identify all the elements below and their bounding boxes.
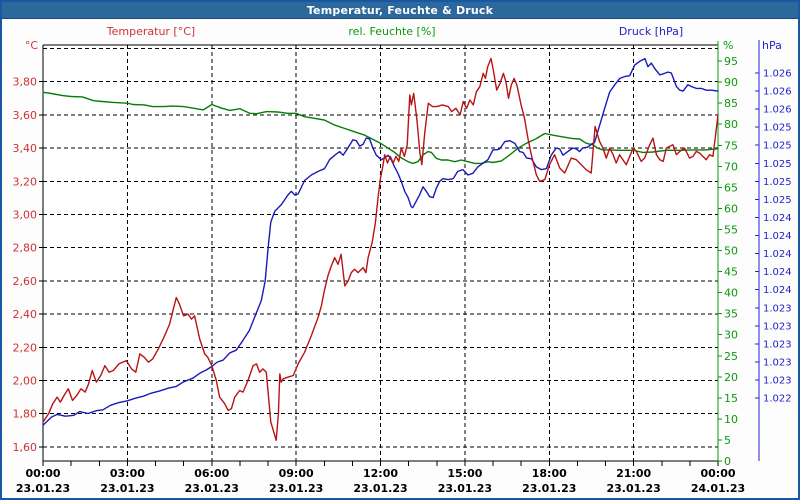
temperature-tick-label: 3,80: [13, 76, 38, 89]
window-title-bar[interactable]: Temperatur, Feuchte & Druck: [2, 2, 798, 19]
pressure-tick-label: 1.024: [763, 249, 792, 260]
humidity-axis-unit-label: %: [723, 39, 734, 52]
humidity-tick-label: 50: [724, 245, 738, 258]
humidity-tick-label: 65: [724, 181, 738, 194]
pressure-axis-unit-label: hPa: [762, 39, 782, 52]
temperature-tick-label: 2,20: [13, 341, 38, 354]
temperature-tick-label: 3,20: [13, 175, 38, 188]
humidity-tick-label: 95: [724, 55, 738, 68]
pressure-series-line: [42, 57, 719, 426]
temperature-tick-label: 3,40: [13, 142, 38, 155]
humidity-tick-label: 55: [724, 223, 738, 236]
pressure-tick-label: 1.023: [763, 339, 792, 350]
legend-humidity-label: rel. Feuchte [%]: [348, 24, 436, 38]
humidity-tick-label: 45: [724, 266, 738, 279]
pressure-tick-label: 1.025: [763, 177, 792, 188]
pressure-tick-label: 1.026: [763, 69, 792, 80]
x-tick-time-label: 18:00: [532, 467, 567, 480]
temperature-tick-label: 2,40: [13, 308, 38, 321]
temperature-tick-label: 1,60: [13, 441, 38, 454]
humidity-tick-label: 25: [724, 350, 738, 363]
x-tick-date-label: 23.01.23: [269, 482, 323, 495]
pressure-tick-label: 1.023: [763, 357, 792, 368]
temperature-tick-label: 2,80: [13, 242, 38, 255]
pressure-tick-label: 1.023: [763, 303, 792, 314]
humidity-series-line: [42, 91, 719, 165]
humidity-tick-label: 10: [724, 413, 738, 426]
temperature-tick-label: 3,60: [13, 109, 38, 122]
humidity-tick-label: 20: [724, 371, 738, 384]
pressure-tick-label: 1.025: [763, 159, 792, 170]
x-tick-date-label: 23.01.23: [100, 482, 154, 495]
humidity-tick-label: 90: [724, 76, 738, 89]
x-tick-date-label: 23.01.23: [522, 482, 576, 495]
x-tick-time-label: 03:00: [110, 467, 145, 480]
x-tick-time-label: 09:00: [279, 467, 314, 480]
pressure-tick-label: 1.024: [763, 213, 792, 224]
pressure-tick-label: 1.023: [763, 321, 792, 332]
pressure-tick-label: 1.025: [763, 123, 792, 134]
x-tick-time-label: 00:00: [700, 467, 735, 480]
x-tick-time-label: 15:00: [447, 467, 482, 480]
x-tick-time-label: 21:00: [616, 467, 651, 480]
x-tick-date-label: 23.01.23: [16, 482, 70, 495]
legend-temperature-label: Temperatur [°C]: [106, 24, 196, 38]
humidity-tick-label: 70: [724, 160, 738, 173]
humidity-tick-label: 30: [724, 329, 738, 342]
temperature-tick-label: 1,80: [13, 408, 38, 421]
x-tick-time-label: 06:00: [194, 467, 229, 480]
pressure-tick-label: 1.026: [763, 105, 792, 116]
x-tick-date-label: 23.01.23: [353, 482, 407, 495]
pressure-tick-label: 1.024: [763, 267, 792, 278]
humidity-tick-label: 80: [724, 118, 738, 131]
x-tick-time-label: 12:00: [363, 467, 398, 480]
pressure-tick-label: 1.022: [763, 394, 792, 405]
pressure-tick-label: 1.025: [763, 195, 792, 206]
legend-pressure-label: Druck [hPa]: [618, 24, 684, 38]
window-title: Temperatur, Feuchte & Druck: [306, 3, 494, 17]
temperature-tick-label: 3,00: [13, 209, 38, 222]
temperature-tick-label: 2,60: [13, 275, 38, 288]
humidity-tick-label: 15: [724, 392, 738, 405]
humidity-tick-label: 60: [724, 202, 738, 215]
temperature-axis-unit-label: °C: [24, 39, 38, 52]
humidity-tick-label: 75: [724, 139, 738, 152]
temperature-tick-label: 2,00: [13, 375, 38, 388]
humidity-tick-label: 5: [724, 434, 731, 447]
pressure-tick-label: 1.024: [763, 285, 792, 296]
x-tick-date-label: 23.01.23: [438, 482, 492, 495]
humidity-tick-label: 0: [724, 455, 731, 468]
temperature-series-line: [42, 57, 719, 441]
humidity-tick-label: 85: [724, 97, 738, 110]
x-tick-time-label: 00:00: [25, 467, 60, 480]
humidity-tick-label: 35: [724, 308, 738, 321]
pressure-tick-label: 1.025: [763, 141, 792, 152]
x-tick-date-label: 24.01.23: [691, 482, 745, 495]
x-tick-date-label: 23.01.23: [185, 482, 239, 495]
humidity-tick-label: 40: [724, 287, 738, 300]
pressure-tick-label: 1.023: [763, 376, 792, 387]
x-tick-date-label: 23.01.23: [606, 482, 660, 495]
pressure-tick-label: 1.024: [763, 231, 792, 242]
pressure-tick-label: 1.026: [763, 87, 792, 98]
